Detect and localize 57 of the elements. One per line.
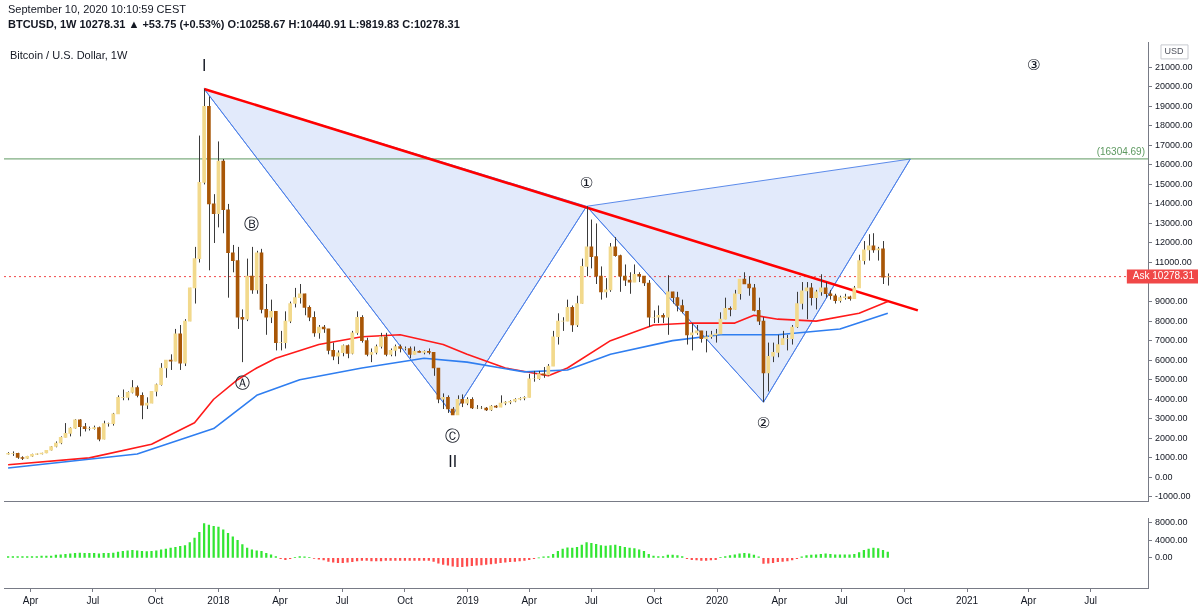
y-tick-label: 6000.00	[1155, 354, 1188, 365]
x-tick-label: Apr	[521, 594, 538, 606]
annotation: ②	[756, 414, 771, 433]
y-tick-label: 20000.00	[1155, 81, 1193, 92]
x-tick-label: 2018	[207, 594, 231, 606]
y-tick-label: 7000.00	[1155, 335, 1188, 346]
x-tick-label: Apr	[1020, 594, 1037, 606]
x-tick-label: Oct	[147, 594, 164, 606]
x-tick-label: Jul	[86, 594, 100, 606]
y-tick-label: 18000.00	[1155, 120, 1193, 131]
y-tick-label: 16000.00	[1155, 159, 1193, 170]
y-tick-label: 0.00	[1155, 552, 1173, 563]
annotation: II	[448, 452, 458, 471]
y-tick-label: 21000.00	[1155, 61, 1193, 72]
y-tick-label: 13000.00	[1155, 217, 1193, 228]
y-tick-label: 4000.00	[1155, 393, 1188, 404]
x-tick-label: Jul	[1084, 594, 1098, 606]
x-tick-label: Jul	[335, 594, 349, 606]
annotation: Ⓐ	[234, 374, 250, 393]
annotation: I	[201, 56, 207, 75]
y-tick-label: 17000.00	[1155, 139, 1193, 150]
annotation: Ⓑ	[244, 214, 260, 233]
x-tick-label: Oct	[896, 594, 913, 606]
y-tick-label: 0.00	[1155, 471, 1173, 482]
x-tick-label: Jul	[584, 594, 598, 606]
text: September 10, 2020 10:10:59 CEST	[8, 2, 187, 17]
y-tick-label: 19000.00	[1155, 100, 1193, 111]
x-tick-label: Jul	[834, 594, 848, 606]
y-tick-label: 8000.00	[1155, 517, 1188, 528]
annotation: ①	[579, 174, 594, 193]
ref-line-label: (16304.69)	[1096, 145, 1145, 157]
text: BTCUSD, 1W 10278.31 ▲ +53.75 (+0.53%) O:10258.67 H:10440.91 L:9819.83 C:10278.31	[8, 17, 461, 32]
y-tick-label: 15000.00	[1155, 178, 1193, 189]
x-tick-label: Oct	[646, 594, 663, 606]
y-tick-label: 4000.00	[1155, 534, 1188, 545]
annotation: ③	[1026, 56, 1041, 75]
x-tick-label: 2020	[705, 594, 729, 606]
x-tick-label: Oct	[397, 594, 413, 606]
annotation: Ⓒ	[445, 426, 461, 445]
y-tick-label: 11000.00	[1155, 257, 1192, 268]
ref-line-label: Ask 10278.31	[1132, 270, 1195, 282]
y-tick-label: 8000.00	[1155, 315, 1188, 326]
y-tick-label: 12000.00	[1155, 237, 1193, 248]
y-tick-label: 5000.00	[1155, 374, 1188, 385]
y-tick-label: 3000.00	[1155, 413, 1188, 424]
x-tick-label: Apr	[771, 594, 788, 606]
text: Bitcoin / U.S. Dollar, 1W	[10, 48, 128, 61]
y-tick-label: 14000.00	[1155, 198, 1193, 209]
x-tick-label: 2021	[955, 594, 979, 606]
y-tick-label: 1000.00	[1155, 452, 1188, 463]
y-tick-label: 9000.00	[1155, 296, 1188, 307]
y-axis-title: USD	[1164, 46, 1184, 57]
y-tick-label: -1000.00	[1155, 491, 1191, 502]
x-tick-label: Apr	[22, 594, 40, 606]
y-tick-label: 2000.00	[1155, 432, 1188, 443]
x-tick-label: Apr	[272, 594, 289, 606]
x-tick-label: 2019	[456, 594, 480, 606]
